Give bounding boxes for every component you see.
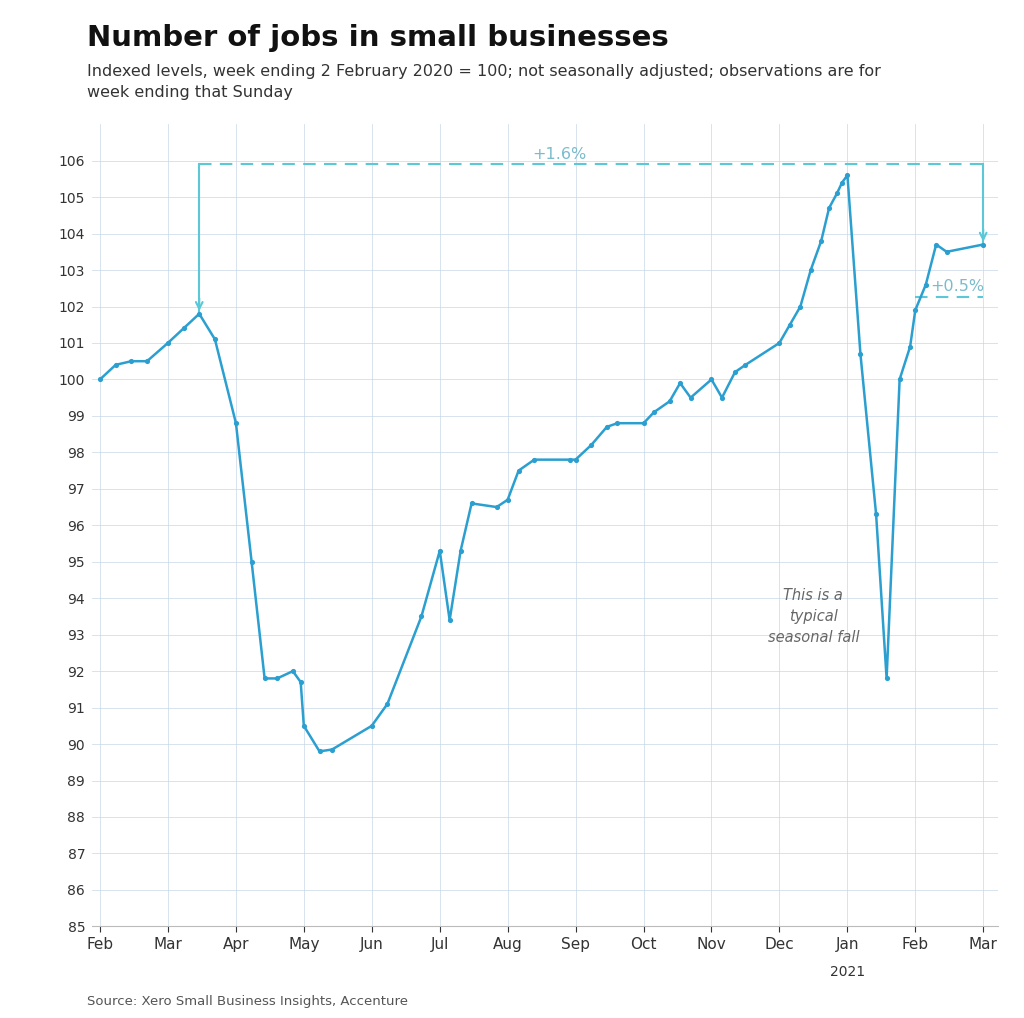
Point [379,696,395,713]
Text: +0.5%: +0.5% [931,279,985,294]
Point [938,243,954,260]
Point [902,338,919,354]
Point [324,741,340,757]
Point [928,236,944,252]
Point [583,437,599,453]
Point [609,415,626,432]
Point [293,674,309,690]
Point [771,335,787,351]
Point [244,554,260,570]
Point [907,302,924,319]
Point [636,415,652,432]
Point [727,364,743,381]
Point [567,452,584,468]
Point [599,418,615,435]
Point [813,233,829,249]
Point [828,185,845,202]
Point [682,390,698,406]
Point [662,393,678,409]
Point [821,200,838,216]
Point [414,609,430,625]
Point [781,317,798,333]
Point [191,305,208,322]
Point [793,298,809,315]
Point [703,372,720,388]
Point [840,167,856,183]
Text: Indexed levels, week ending 2 February 2020 = 100; not seasonally adjusted; obse: Indexed levels, week ending 2 February 2… [87,64,881,100]
Text: Source: Xero Small Business Insights, Accenture: Source: Xero Small Business Insights, Ac… [87,995,408,1008]
Point [123,353,139,370]
Text: Number of jobs in small businesses: Number of jobs in small businesses [87,24,669,53]
Point [488,499,505,515]
Point [285,663,301,679]
Text: +1.6%: +1.6% [532,148,587,163]
Text: This is a
typical
seasonal fall: This is a typical seasonal fall [768,588,859,645]
Point [269,670,286,686]
Point [207,331,223,347]
Point [892,372,908,388]
Point [175,321,191,337]
Point [879,670,895,686]
Point [311,743,328,759]
Point [868,506,885,522]
Point [510,462,526,478]
Point [227,415,244,432]
Point [500,492,516,508]
Point [975,236,991,252]
Point [139,353,156,370]
Point [108,356,124,373]
Point [834,174,850,190]
Point [526,452,543,468]
Point [803,262,819,278]
Point [296,718,312,734]
Point [737,356,754,373]
Text: 2021: 2021 [829,965,865,979]
Point [256,670,272,686]
Point [431,543,447,559]
Point [441,612,458,628]
Point [646,404,663,420]
Point [464,496,480,512]
Point [918,277,934,293]
Point [852,346,868,362]
Point [364,718,380,734]
Point [562,452,579,468]
Point [92,372,109,388]
Point [453,543,469,559]
Point [672,375,688,391]
Point [160,335,176,351]
Point [714,390,730,406]
